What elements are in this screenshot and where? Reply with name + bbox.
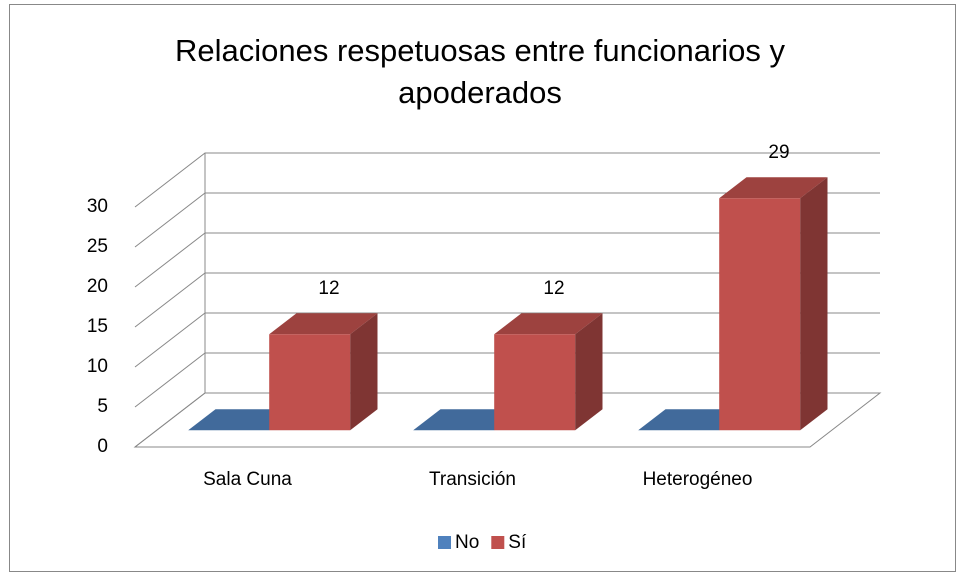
chart-border (9, 4, 956, 572)
y-tick-label: 0 (97, 436, 108, 457)
chart-title: Relaciones respetuosas entre funcionario… (174, 33, 785, 110)
x-tick-label: Sala Cuna (203, 469, 292, 490)
bar-top (719, 177, 828, 199)
data-label: 29 (768, 142, 789, 163)
bar-top (269, 313, 378, 335)
legend-label: Sí (508, 532, 527, 553)
y-tick-label: 20 (87, 276, 108, 297)
bar-side (800, 177, 828, 431)
bar-side (575, 313, 603, 431)
bar-front (269, 334, 351, 431)
legend-swatch (491, 536, 505, 549)
data-label: 12 (543, 278, 564, 299)
y-tick-label: 15 (87, 316, 108, 337)
legend-swatch (438, 536, 451, 549)
bar-front (494, 334, 576, 431)
y-tick-label: 5 (97, 396, 108, 417)
y-tick-label: 30 (87, 196, 108, 217)
bar-top (494, 313, 603, 335)
y-tick-label: 25 (87, 236, 108, 257)
x-tick-label: Heterogéneo (643, 469, 753, 490)
bar-front (719, 198, 801, 431)
bar-side (350, 313, 378, 431)
y-tick-label: 10 (87, 356, 108, 377)
x-tick-label: Transición (429, 469, 516, 490)
data-label: 12 (318, 278, 339, 299)
legend-label: No (455, 532, 479, 553)
